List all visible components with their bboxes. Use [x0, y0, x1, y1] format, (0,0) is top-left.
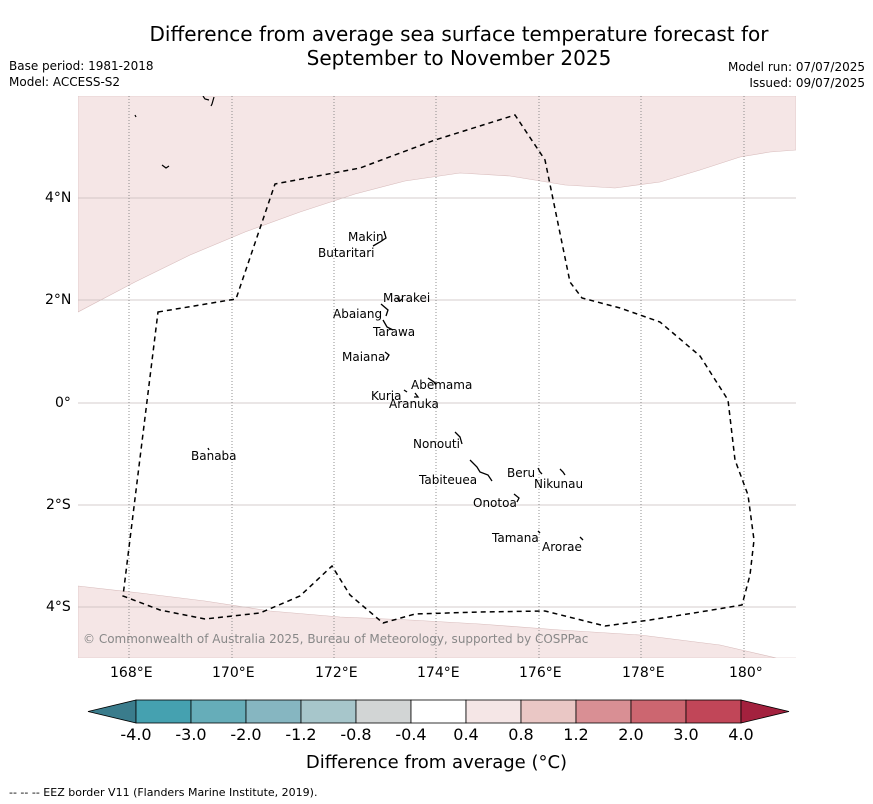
colorbar-label: -3.0 [175, 725, 207, 744]
title-line-2: September to November 2025 [306, 46, 612, 70]
colorbar-label: -4.0 [120, 725, 152, 744]
model-run: Model run: 07/07/2025 [727, 60, 865, 74]
colorbar-cell [465, 699, 522, 724]
lat-tick-4s: 4°S [46, 599, 71, 615]
island-label-abemama: Abemama [411, 378, 473, 392]
base-period: Base period: 1981-2018 [9, 59, 154, 73]
issued-date: Issued: 09/07/2025 [749, 76, 865, 90]
island-label-banaba: Banaba [191, 449, 237, 463]
colorbar-cell [300, 699, 357, 724]
colorbar-label: 1.2 [563, 725, 589, 744]
colorbar-label: 2.0 [618, 725, 644, 744]
lon-tick-176e: 176°E [519, 665, 562, 681]
meta-left: Base period: 1981-2018 Model: ACCESS-S2 [9, 58, 154, 90]
colorbar-cell [575, 699, 632, 724]
lon-tick-172e: 172°E [315, 665, 358, 681]
lat-gridlines [78, 197, 796, 608]
colorbar-cell [135, 699, 192, 724]
lat-tick-2n: 2°N [45, 292, 72, 308]
island-label-nikunau: Nikunau [534, 477, 584, 491]
meta-right: Model run: 07/07/2025 Issued: 09/07/2025 [728, 59, 865, 91]
colorbar-label: 3.0 [673, 725, 699, 744]
northern-islands [134, 96, 215, 169]
lon-tick-168e: 168°E [110, 665, 153, 681]
colorbar-arrow-high [740, 699, 790, 724]
island-label-aranuka: Aranuka [389, 397, 439, 411]
lon-tick-170e: 170°E [212, 665, 255, 681]
island-label-tabiteuea: Tabiteuea [419, 473, 478, 487]
colorbar-label: -0.4 [395, 725, 427, 744]
anomaly-region-south [78, 585, 796, 658]
eez-legend-note: -- -- -- EEZ border V11 (Flanders Marine… [9, 786, 318, 799]
island-label-butaritari: Butaritari [318, 246, 375, 260]
island-label-maiana: Maiana [342, 350, 386, 364]
lon-tick-174e: 174°E [417, 665, 460, 681]
lat-tick-4n: 4°N [45, 190, 72, 206]
island-label-marakei: Marakei [383, 291, 431, 305]
colorbar-label: 0.8 [508, 725, 534, 744]
island-label-arorae: Arorae [542, 540, 582, 554]
lat-tick-0: 0° [55, 395, 71, 411]
island-outlines [207, 230, 584, 541]
colorbar-title: Difference from average (°C) [305, 752, 568, 773]
colorbar-arrow-low [87, 699, 137, 724]
colorbar-label: -1.2 [285, 725, 317, 744]
colorbar-label: 0.4 [453, 725, 479, 744]
island-label-kuria: Kuria [371, 389, 402, 403]
colorbar-cell [520, 699, 577, 724]
lon-tick-180: 180° [729, 665, 763, 681]
colorbar-label: -2.0 [230, 725, 262, 744]
colorbar-label: 4.0 [728, 725, 754, 744]
island-label-nonouti: Nonouti [413, 437, 460, 451]
island-label-abaiang: Abaiang [333, 307, 383, 321]
model-name: Model: ACCESS-S2 [9, 75, 121, 89]
colorbar-label: -0.8 [340, 725, 372, 744]
colorbar-cell [245, 699, 302, 724]
island-label-onotoa: Onotoa [473, 496, 517, 510]
island-label-tarawa: Tarawa [373, 325, 416, 339]
anomaly-region-north [78, 96, 796, 313]
colorbar-cell [630, 699, 687, 724]
island-label-beru: Beru [507, 466, 536, 480]
island-label-makin: Makin [348, 230, 384, 244]
copyright-notice: © Commonwealth of Australia 2025, Bureau… [83, 632, 589, 646]
colorbar-cell [190, 699, 247, 724]
title-line-1: Difference from average sea surface temp… [149, 22, 769, 46]
eez-border [122, 114, 755, 627]
colorbar-cell [685, 699, 742, 724]
colorbar-cell [410, 699, 467, 724]
lat-tick-2s: 2°S [46, 497, 71, 513]
island-label-tamana: Tamana [492, 531, 539, 545]
colorbar-cell [355, 699, 412, 724]
lon-tick-178e: 178°E [622, 665, 665, 681]
map-title: Difference from average sea surface temp… [70, 22, 848, 70]
lon-gridlines [128, 96, 745, 658]
